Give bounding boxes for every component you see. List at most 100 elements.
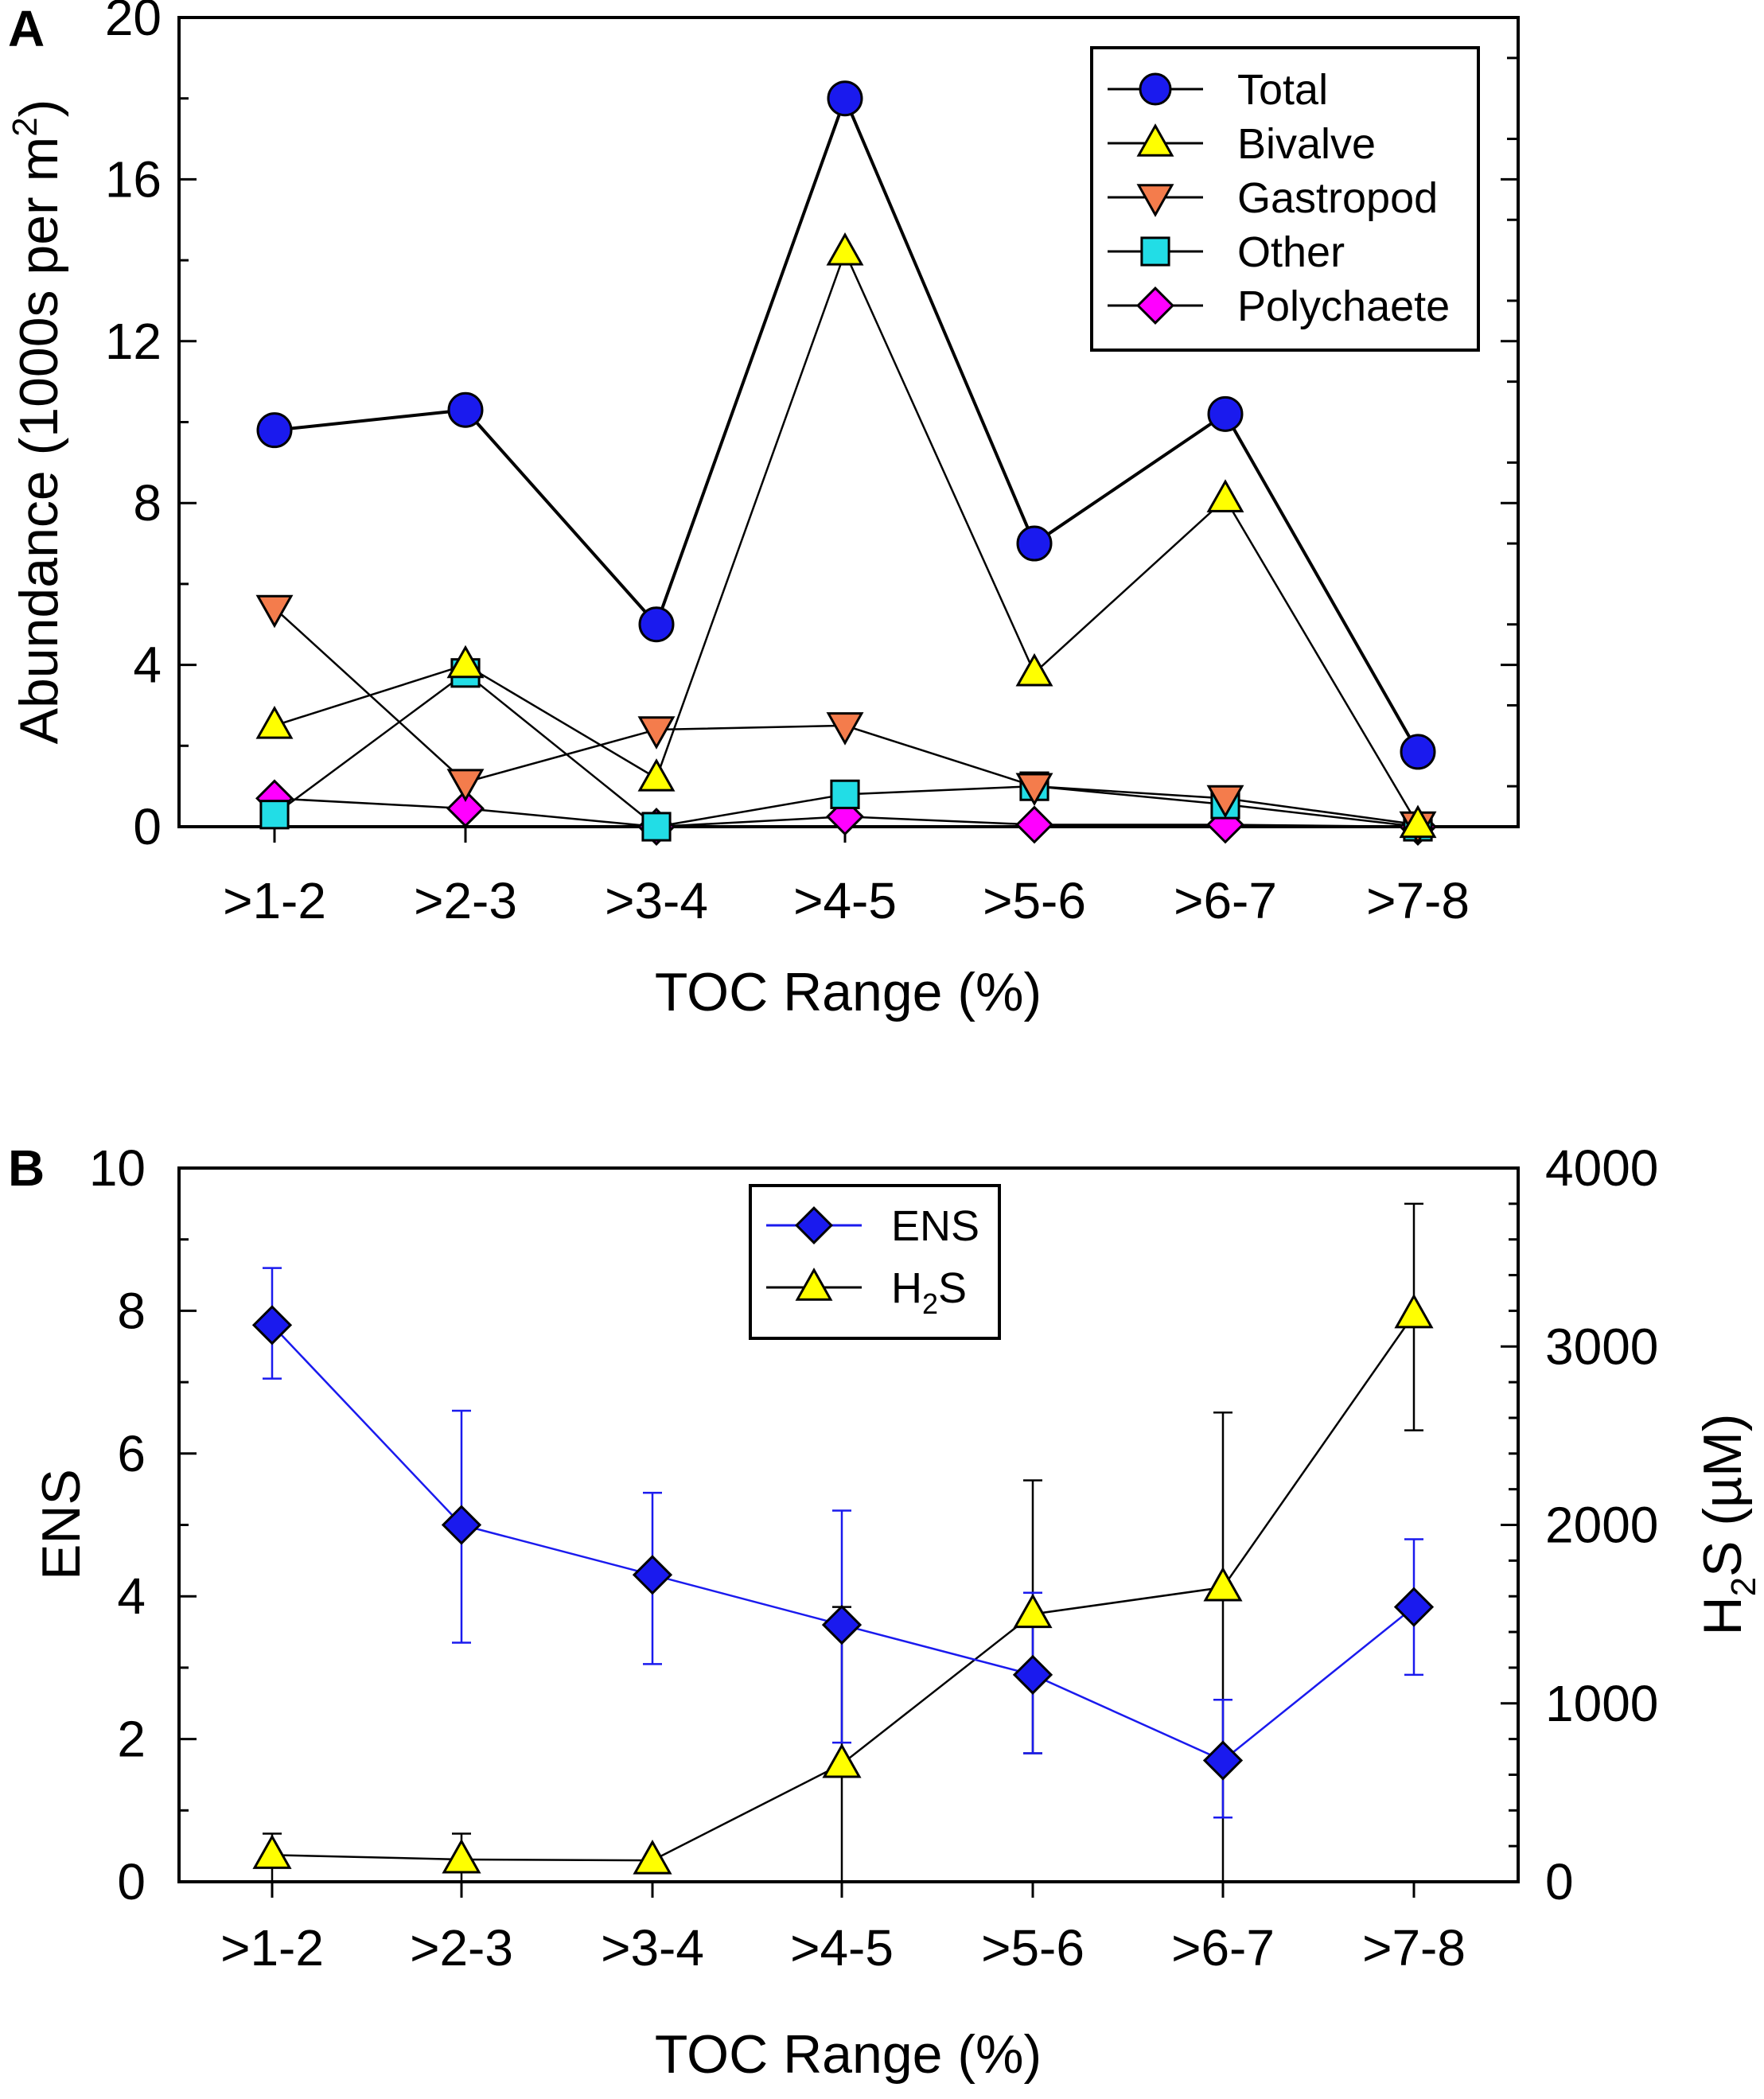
panel-b-x-tick-label: >7-8: [1362, 1919, 1466, 1976]
panel-a-point-other: [259, 800, 290, 830]
panel-b-legend-label-main: H: [891, 1264, 922, 1312]
panel-a-point-total: [638, 606, 675, 643]
panel-a-point-polychaete: [1015, 805, 1053, 844]
panel-a-point-bivalve: [1206, 479, 1244, 512]
panel-a-x-axis-title: TOC Range (%): [655, 962, 1042, 1022]
panel-b-point-ens: [632, 1555, 673, 1595]
panel-b-legend-box: [749, 1184, 1001, 1340]
panel-b-point-h2s: [633, 1840, 672, 1875]
panel-a-point-bivalve: [826, 232, 864, 266]
panel-a-point-gastropod: [637, 716, 676, 750]
panel-b-legend-marker-ens: [795, 1206, 833, 1244]
panel-b-y2-tick-label: 4000: [1545, 1139, 1658, 1197]
panel-a-legend-marker-polychaete: [1136, 286, 1174, 325]
panel-b-x-tick-label: >4-5: [790, 1919, 894, 1976]
panel-a-x-tick-label: >3-4: [605, 872, 708, 929]
panel-b-point-ens: [821, 1604, 863, 1645]
panel-a-point-polychaete: [446, 789, 485, 828]
panel-a-point-gastropod: [446, 769, 485, 802]
panel-a-y-axis-title: Abundance (1000s per m2): [6, 99, 69, 745]
panel-a: A 0 4 8 12 16 20 >1-2 >2-3 >3-4 >4-5 >5-6 >6-7 >7-8…: [6, 0, 1520, 1022]
panel-a-legend-label-total: Total: [1237, 66, 1328, 114]
panel-a-legend-label-polychaete: Polychaete: [1237, 282, 1450, 330]
panel-a-legend-label-bivalve: Bivalve: [1237, 120, 1376, 168]
panel-b-y2-axis-title-sub: 2: [1724, 1577, 1763, 1596]
panel-a-point-total: [827, 80, 863, 117]
panel-b-y-tick-label: 4: [117, 1567, 146, 1625]
panel-b-x-tick-label: >1-2: [220, 1919, 324, 1976]
panel-b-point-h2s: [1013, 1593, 1053, 1629]
panel-a-label: A: [8, 0, 45, 57]
panel-b-legend-label-ens: ENS: [891, 1202, 979, 1250]
panel-a-y-tick-label: 16: [105, 150, 162, 208]
panel-b-y-tick-label: 8: [117, 1282, 146, 1339]
panel-a-y-axis-title-tail: ): [9, 99, 69, 118]
panel-b-y2-axis-title: H2S (µM): [1692, 1414, 1763, 1636]
panel-b-legend-marker-h2s: [795, 1268, 833, 1301]
panel-b-y-tick-label: 6: [117, 1425, 146, 1482]
panel-b-y-tick-label: 2: [117, 1711, 146, 1768]
panel-b-point-h2s: [442, 1838, 481, 1874]
panel-b: B 0 2 4 6 8 10 0 1000 2000 3000 4000 >1-2 >2-3 >3-4…: [8, 1139, 1763, 2085]
panel-a-y-ticks: 0 4 8 12 16 20: [105, 0, 1518, 855]
panel-a-legend-marker-gastropod: [1136, 184, 1174, 217]
panel-a-point-bivalve: [446, 644, 485, 679]
panel-a-point-total: [256, 412, 293, 449]
panel-b-x-tick-label: >5-6: [981, 1919, 1084, 1976]
panel-a-point-gastropod: [1206, 785, 1244, 819]
panel-a-point-gastropod: [1015, 773, 1053, 807]
panel-a-y-axis-title-main: Abundance (1000s per m: [9, 137, 69, 745]
panel-a-series: [255, 80, 1437, 846]
panel-b-x-ticks: >1-2 >2-3 >3-4 >4-5 >5-6 >6-7 >7-8: [220, 1882, 1466, 1976]
panel-a-legend-label-other: Other: [1237, 228, 1345, 276]
panel-a-point-bivalve: [1399, 804, 1437, 839]
panel-a-y-axis-title-sup: 2: [6, 117, 45, 136]
panel-a-point-bivalve: [1015, 652, 1053, 687]
panel-b-y-tick-label: 10: [89, 1139, 146, 1197]
panel-b-x-tick-label: >3-4: [601, 1919, 704, 1976]
panel-b-y2-tick-label: 2000: [1545, 1497, 1658, 1554]
panel-b-series: [251, 1202, 1435, 1883]
panel-b-series-line-h2s: [271, 1314, 1415, 1862]
panel-a-point-total: [1400, 734, 1436, 770]
panel-b-y2-tick-label: 0: [1545, 1853, 1574, 1910]
panel-b-point-ens: [251, 1305, 293, 1345]
panel-a-point-gastropod: [826, 712, 864, 746]
panel-a-point-other: [641, 812, 672, 842]
panel-b-y2-axis-title-tail: S (µM): [1692, 1414, 1753, 1577]
panel-a-point-total: [447, 391, 484, 428]
panel-b-legend-label-sub: 2: [922, 1287, 938, 1320]
panel-a-y-tick-label: 4: [133, 637, 162, 694]
panel-b-y2-tick-label: 3000: [1545, 1318, 1658, 1375]
panel-b-y-tick-label: 0: [117, 1853, 146, 1910]
panel-b-point-ens: [441, 1505, 482, 1545]
panel-b-legend-label-h2s: H2S: [891, 1264, 967, 1320]
panel-a-y-tick-label: 20: [105, 0, 162, 46]
panel-b-series-line-ens: [271, 1324, 1415, 1762]
panel-b-y-ticks: 0 2 4 6 8 10: [89, 1139, 197, 1910]
panel-b-label: B: [8, 1139, 45, 1197]
panel-b-point-h2s: [822, 1743, 862, 1778]
panel-a-legend-marker-other: [1140, 236, 1170, 267]
panel-a-x-tick-label: >6-7: [1174, 872, 1277, 929]
panel-b-point-h2s: [1394, 1293, 1434, 1329]
panel-a-legend-label-gastropod: Gastropod: [1237, 174, 1438, 222]
panel-b-x-tick-label: >2-3: [410, 1919, 513, 1976]
panel-a-point-total: [1207, 395, 1244, 432]
panel-a-point-bivalve: [255, 705, 294, 739]
panel-a-x-ticks: >1-2 >2-3 >3-4 >4-5 >5-6 >6-7 >7-8: [223, 827, 1470, 929]
panel-b-point-ens: [1012, 1654, 1053, 1695]
panel-a-x-tick-label: >7-8: [1366, 872, 1470, 929]
panel-a-point-gastropod: [255, 594, 294, 629]
panel-a-point-polychaete: [826, 797, 864, 836]
panel-a-x-tick-label: >5-6: [983, 872, 1086, 929]
panel-b-x-tick-label: >6-7: [1171, 1919, 1275, 1976]
panel-a-point-bivalve: [637, 758, 676, 792]
panel-a-legend-marker-bivalve: [1136, 123, 1174, 157]
panel-a-legend: Total Bivalve Gastropod Other Polychaete: [1090, 46, 1480, 352]
panel-b-y-axis-title: ENS: [31, 1469, 92, 1580]
panel-b-point-h2s: [1203, 1566, 1243, 1602]
panel-b-y2-axis-title-main: H: [1692, 1596, 1753, 1635]
panel-b-y2-ticks: 0 1000 2000 3000 4000: [1501, 1139, 1658, 1910]
panel-b-point-ens: [1202, 1740, 1244, 1781]
